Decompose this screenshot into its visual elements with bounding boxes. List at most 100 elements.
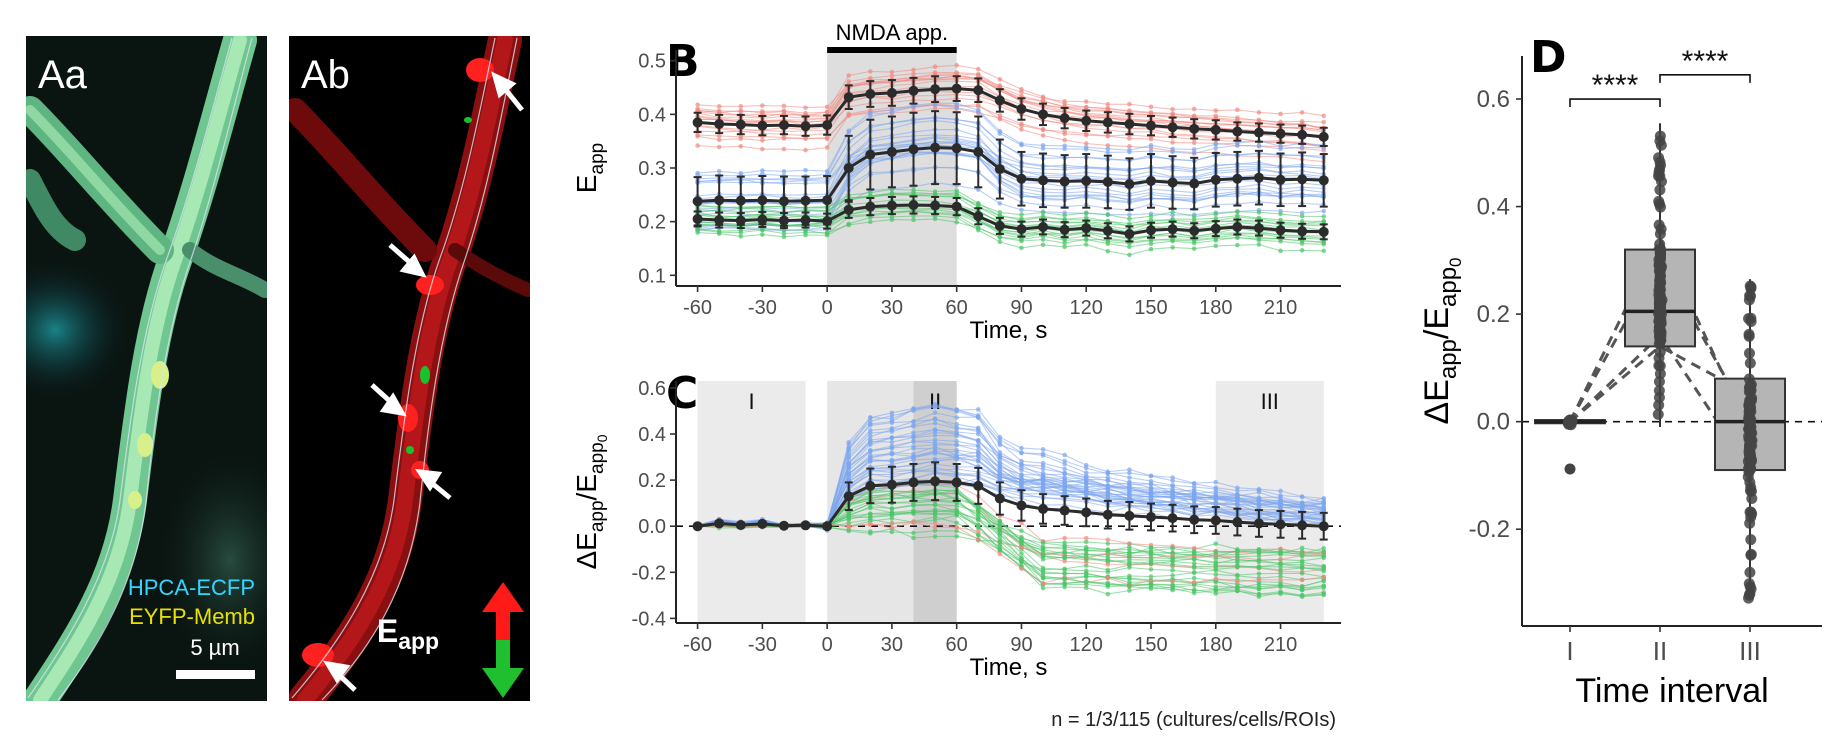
y-tick-label: 0.2 [638, 212, 666, 234]
roi-point [954, 62, 959, 68]
roi-point [1321, 583, 1327, 589]
roi-point [1105, 248, 1111, 254]
roi-point [997, 467, 1003, 472]
roi-point [1299, 110, 1305, 115]
roi-point [954, 407, 959, 413]
roi-point [1213, 572, 1219, 577]
roi-point [1256, 490, 1262, 495]
roi-point [1019, 212, 1024, 217]
mean-point [800, 195, 811, 206]
roi-point [1235, 115, 1240, 121]
roi-point [889, 521, 895, 526]
y-axis-title: Eapp [571, 143, 608, 193]
roi-point [846, 439, 852, 445]
mean-point [692, 196, 703, 207]
roi-point [824, 136, 830, 141]
roi-point [954, 534, 959, 539]
roi-point [1299, 507, 1305, 512]
mean-point [1167, 177, 1178, 188]
roi-point [1170, 245, 1175, 250]
roi-point [1213, 479, 1219, 485]
roi-point [975, 444, 981, 449]
mean-point [1016, 104, 1027, 114]
mean-point [994, 493, 1005, 504]
roi-point [1191, 575, 1197, 581]
roi-point [975, 532, 981, 537]
chart-b: -60 -30 0 30 60 90 120 150 180 210 0.1 0.2 0.3 0.4 0.5… [571, 20, 1341, 344]
roi-point [1170, 573, 1175, 578]
roi-point [781, 234, 787, 240]
roi-point [1278, 497, 1283, 502]
roi-point [1321, 248, 1327, 254]
mean-point [1232, 173, 1243, 184]
roi-trace [697, 210, 1324, 248]
roi-point [868, 440, 873, 445]
roi-point [1083, 470, 1089, 476]
roi-point [975, 225, 981, 231]
roi-point [1170, 493, 1175, 498]
mean-point [1124, 119, 1135, 130]
data-point [1654, 247, 1666, 259]
roi-point [1213, 142, 1219, 147]
roi-point [1299, 213, 1305, 219]
roi-point [1083, 237, 1089, 242]
roi-point [846, 524, 852, 530]
roi-point [997, 83, 1003, 88]
roi-point [1256, 486, 1262, 492]
roi-point [1127, 485, 1132, 491]
roi-point [1321, 574, 1327, 580]
roi-point [1235, 485, 1240, 491]
roi-point [932, 106, 938, 111]
roi-point [975, 453, 981, 459]
mean-point [886, 87, 897, 98]
roi-point [997, 210, 1003, 215]
roi-point [1127, 479, 1132, 485]
roi-point [911, 535, 916, 541]
x-tick-label: 210 [1264, 634, 1297, 656]
roi-point [1235, 502, 1240, 507]
roi-point [1235, 498, 1240, 503]
roi-point [1170, 140, 1175, 145]
x-tick-label: 90 [1010, 634, 1032, 656]
roi-point [1040, 581, 1046, 586]
roi-point [868, 415, 873, 421]
roi-point [1148, 582, 1154, 587]
roi-point [1321, 549, 1327, 554]
panel-label-c: C [666, 368, 698, 419]
mean-point [843, 491, 854, 502]
roi-point [911, 509, 916, 515]
x-tick-label: 150 [1134, 634, 1167, 656]
panel-aa-image [26, 36, 267, 701]
roi-point [1170, 483, 1175, 489]
roi-point [1105, 146, 1111, 152]
mean-point [908, 477, 919, 488]
roi-point [932, 71, 938, 77]
roi-point [911, 439, 916, 444]
mean-point [778, 196, 789, 207]
mean-point [1275, 519, 1286, 530]
roi-point [1191, 580, 1197, 585]
mean-point [843, 204, 854, 215]
roi-point [1278, 552, 1283, 557]
mean-point [1318, 521, 1329, 532]
roi-point [889, 435, 895, 440]
roi-point [975, 102, 981, 108]
roi-point [1040, 557, 1046, 562]
roi-point [1299, 577, 1305, 583]
data-point [1654, 300, 1666, 312]
roi-point [1191, 246, 1197, 251]
roi-point [868, 219, 873, 225]
roi-point [911, 71, 916, 77]
mean-point [865, 201, 876, 212]
mean-point [1059, 224, 1070, 235]
roi-point [1019, 237, 1024, 242]
mean-point [865, 149, 876, 160]
x-tick-label: 0 [822, 634, 833, 656]
roi-point [1191, 561, 1197, 566]
roi-point [1278, 119, 1283, 125]
roi-point [824, 230, 830, 236]
mean-point [735, 119, 746, 130]
roi-point [975, 66, 981, 72]
roi-point [1148, 246, 1154, 252]
roi-point [1299, 549, 1305, 554]
